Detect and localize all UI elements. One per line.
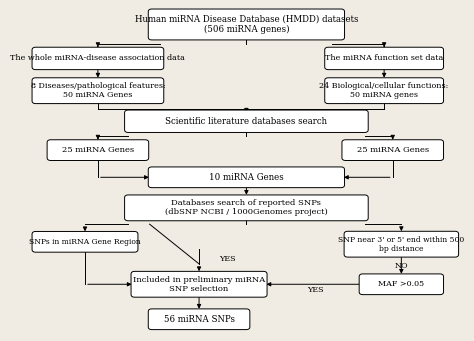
Text: Human miRNA Disease Database (HMDD) datasets
(506 miRNA genes): Human miRNA Disease Database (HMDD) data… [135,15,358,34]
FancyBboxPatch shape [148,309,250,330]
FancyBboxPatch shape [32,232,138,252]
FancyBboxPatch shape [148,9,345,40]
FancyBboxPatch shape [325,47,444,70]
FancyBboxPatch shape [32,78,164,104]
Text: Scientific literature databases search: Scientific literature databases search [165,117,328,126]
Text: The miRNA function set data: The miRNA function set data [325,55,443,62]
FancyBboxPatch shape [148,167,345,188]
FancyBboxPatch shape [32,47,164,70]
FancyBboxPatch shape [344,231,459,257]
Text: SNPs in miRNA Gene Region: SNPs in miRNA Gene Region [29,238,141,246]
Text: Databases search of reported SNPs
(dbSNP NCBI / 1000Genomes project): Databases search of reported SNPs (dbSNP… [165,199,328,217]
Text: NO: NO [394,262,408,270]
Text: 25 miRNA Genes: 25 miRNA Genes [356,146,429,154]
FancyBboxPatch shape [125,110,368,132]
Text: YES: YES [307,286,324,294]
Text: 8 Diseases/pathological features:
50 miRNA Genes: 8 Diseases/pathological features: 50 miR… [30,82,165,99]
FancyBboxPatch shape [325,78,444,104]
Text: 24 Biological/cellular functions:
50 miRNA genes: 24 Biological/cellular functions: 50 miR… [319,82,449,99]
Text: 25 miRNA Genes: 25 miRNA Genes [62,146,134,154]
Text: 56 miRNA SNPs: 56 miRNA SNPs [164,315,235,324]
FancyBboxPatch shape [359,274,444,295]
Text: MAF >0.05: MAF >0.05 [378,280,424,288]
Text: SNP near 3' or 5' end within 500
bp distance: SNP near 3' or 5' end within 500 bp dist… [338,236,465,253]
FancyBboxPatch shape [131,271,267,297]
Text: YES: YES [219,255,236,263]
FancyBboxPatch shape [47,140,149,161]
FancyBboxPatch shape [125,195,368,221]
Text: 10 miRNA Genes: 10 miRNA Genes [209,173,284,182]
Text: The whole miRNA-disease association data: The whole miRNA-disease association data [10,55,185,62]
FancyBboxPatch shape [342,140,444,161]
Text: Included in preliminary miRNA
SNP selection: Included in preliminary miRNA SNP select… [133,276,265,293]
